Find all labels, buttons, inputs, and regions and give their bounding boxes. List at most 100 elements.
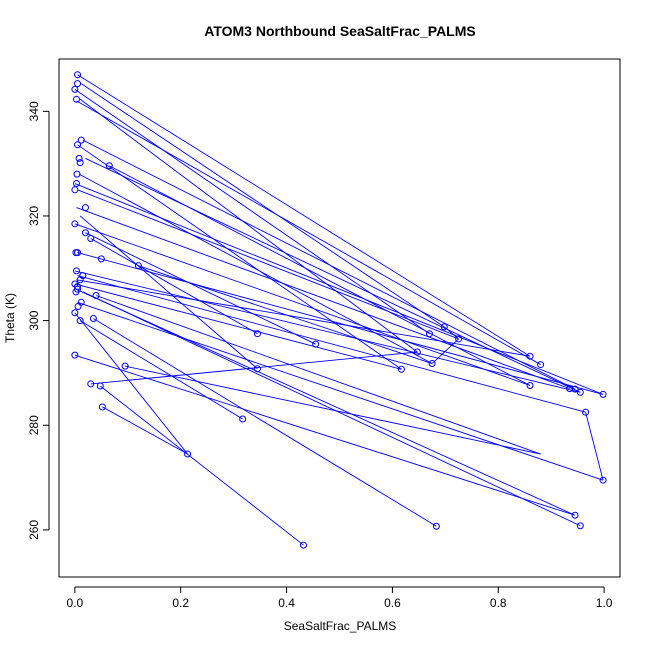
data-point — [571, 385, 579, 393]
data-point — [71, 85, 79, 93]
data-point — [72, 180, 80, 188]
data-point — [71, 220, 79, 228]
data-point — [253, 330, 261, 338]
data-point — [76, 317, 84, 325]
chart-title: ATOM3 Northbound SeaSaltFrac_PALMS — [204, 23, 475, 39]
data-point — [73, 170, 81, 178]
y-axis: 260 280 300 320 340 — [27, 101, 50, 540]
y-tick-label: 340 — [27, 101, 41, 121]
series-segment-27 — [74, 312, 188, 455]
data-point — [599, 476, 607, 484]
series-segment-19 — [74, 270, 581, 393]
x-tick-label: 0.8 — [490, 596, 507, 610]
x-tick-label: 0.0 — [67, 596, 84, 610]
series-segment-23 — [75, 288, 576, 516]
data-point — [440, 323, 448, 331]
data-point — [77, 136, 85, 144]
data-points — [71, 71, 607, 549]
data-point — [239, 415, 247, 423]
y-tick-label: 300 — [27, 310, 41, 330]
data-point — [134, 262, 142, 270]
data-point — [76, 159, 84, 167]
data-point — [89, 315, 97, 323]
series-segment-34 — [102, 406, 188, 455]
series-segment-3 — [79, 98, 418, 353]
data-point — [526, 381, 534, 389]
data-point — [97, 255, 105, 263]
data-point — [397, 365, 405, 373]
y-tick-label: 260 — [27, 520, 41, 540]
data-point — [87, 234, 95, 242]
y-tick-label: 280 — [27, 415, 41, 435]
series-segment-5 — [82, 139, 576, 390]
data-point — [71, 351, 79, 359]
data-point — [576, 522, 584, 530]
data-point — [300, 541, 308, 549]
data-point — [98, 403, 106, 411]
x-tick-label: 0.6 — [384, 596, 401, 610]
series-segment-28 — [93, 318, 437, 527]
data-point — [74, 283, 82, 291]
data-point — [253, 365, 261, 373]
data-point — [72, 267, 80, 275]
series-segment-35 — [585, 412, 604, 481]
x-axis: 0.0 0.2 0.4 0.6 0.8 1.0 — [67, 586, 613, 610]
data-point — [432, 522, 440, 530]
series-segment-0 — [77, 74, 531, 357]
series-segment-21 — [76, 279, 531, 357]
series-segment-17 — [77, 252, 604, 395]
series-segment-4 — [76, 100, 541, 365]
series-segment-13 — [79, 215, 258, 370]
series-segment-15 — [85, 232, 316, 345]
data-point — [77, 298, 85, 306]
data-point — [74, 249, 82, 257]
data-point — [75, 154, 83, 162]
series-segment-14 — [74, 223, 531, 386]
series-segment-10 — [74, 183, 604, 395]
data-point — [413, 348, 421, 356]
data-point — [184, 450, 192, 458]
data-point — [576, 388, 584, 396]
line-segments — [74, 74, 604, 546]
series-segment-24 — [82, 291, 581, 527]
data-point — [425, 330, 433, 338]
data-point — [455, 335, 463, 343]
series-segment-12 — [76, 207, 570, 390]
data-point — [566, 385, 574, 393]
x-tick-label: 0.4 — [278, 596, 295, 610]
x-axis-label: SeaSaltFrac_PALMS — [284, 619, 397, 633]
series-segment-29 — [79, 320, 243, 420]
series-segment-2 — [74, 88, 430, 335]
data-point — [105, 162, 113, 170]
series-segment-6 — [77, 144, 402, 370]
series-segment-25 — [95, 295, 541, 455]
data-point — [74, 302, 82, 310]
y-tick-label: 320 — [27, 206, 41, 226]
x-tick-label: 1.0 — [596, 596, 613, 610]
data-point — [582, 408, 590, 416]
data-point — [81, 229, 89, 237]
series-segment-33 — [100, 385, 304, 546]
data-point — [121, 362, 129, 370]
series-segment-26 — [77, 301, 604, 481]
data-point — [537, 361, 545, 369]
data-point — [74, 285, 82, 293]
data-point — [74, 71, 82, 79]
x-tick-label: 0.2 — [172, 596, 189, 610]
data-point — [87, 380, 95, 388]
series-segment-20 — [77, 275, 586, 413]
data-point — [92, 292, 100, 300]
series-segment-30 — [74, 354, 576, 516]
data-point — [74, 80, 82, 88]
data-point — [72, 95, 80, 103]
data-point — [312, 340, 320, 348]
data-point — [571, 511, 579, 519]
data-point — [71, 186, 79, 194]
data-point — [76, 276, 84, 284]
data-point — [74, 141, 82, 149]
series-segment-8 — [109, 165, 531, 386]
data-point — [599, 390, 607, 398]
series-segment-31 — [125, 365, 541, 455]
y-axis-label: Theta (K) — [3, 293, 17, 343]
